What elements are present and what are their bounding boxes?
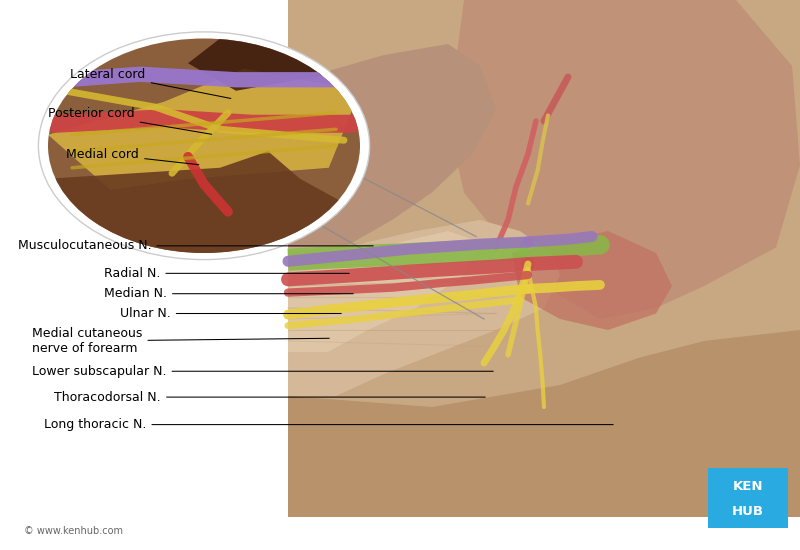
Polygon shape [448, 0, 800, 319]
Circle shape [48, 39, 360, 253]
Circle shape [38, 32, 370, 260]
Text: Lower subscapular N.: Lower subscapular N. [32, 365, 494, 378]
Text: Radial N.: Radial N. [104, 267, 350, 280]
Polygon shape [48, 69, 360, 190]
Text: HUB: HUB [732, 504, 764, 518]
Text: KEN: KEN [733, 480, 763, 493]
Text: Median N.: Median N. [104, 287, 354, 300]
Polygon shape [188, 39, 360, 91]
Text: Ulnar N.: Ulnar N. [120, 307, 342, 320]
FancyBboxPatch shape [288, 0, 800, 517]
FancyBboxPatch shape [708, 468, 788, 528]
Text: Medial cord: Medial cord [66, 147, 199, 164]
Polygon shape [48, 151, 360, 253]
Polygon shape [288, 44, 496, 248]
Text: Lateral cord: Lateral cord [70, 68, 231, 98]
Polygon shape [512, 231, 672, 330]
Text: Thoracodorsal N.: Thoracodorsal N. [54, 390, 486, 404]
Text: Musculocutaneous N.: Musculocutaneous N. [18, 239, 374, 252]
Text: Medial cutaneous
nerve of forearm: Medial cutaneous nerve of forearm [32, 327, 330, 355]
Text: Posterior cord: Posterior cord [48, 107, 212, 134]
Text: © www.kenhub.com: © www.kenhub.com [24, 526, 123, 536]
Polygon shape [288, 220, 560, 396]
Text: Long thoracic N.: Long thoracic N. [44, 418, 614, 431]
Polygon shape [288, 330, 800, 517]
Polygon shape [288, 231, 480, 352]
